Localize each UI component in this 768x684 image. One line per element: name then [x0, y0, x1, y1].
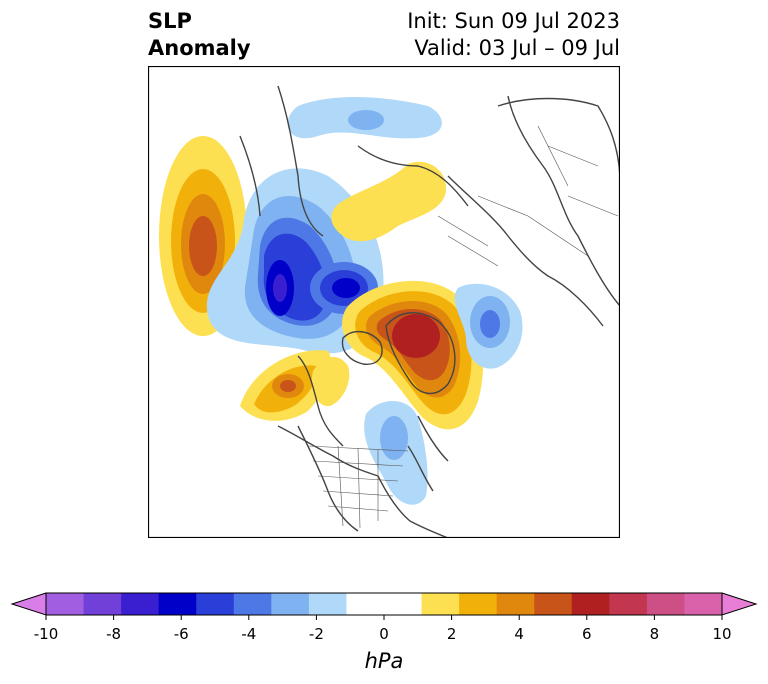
colorbar-bin: [646, 593, 685, 615]
positive-alaska-gulf: [240, 350, 350, 421]
colorbar-extend-high: [721, 592, 758, 616]
colorbar-tick-label: 10: [712, 625, 731, 643]
negative-north-atlantic: [454, 283, 523, 369]
colorbar-tick-label: 6: [582, 625, 592, 643]
init-date: Init: Sun 09 Jul 2023: [407, 9, 620, 33]
colorbar-ticks: -10 -8 -6 -4 -2 0 2 4 6 8 10: [34, 615, 732, 643]
colorbar-tick-label: -6: [174, 625, 189, 643]
anomaly-fields: [159, 85, 620, 538]
colorbar-bin: [83, 593, 122, 615]
negative-arctic-top: [287, 97, 442, 139]
map-frame: [148, 66, 620, 538]
negative-eastern-us: [364, 400, 428, 505]
title-slp: SLP: [148, 9, 192, 33]
coastlines: [239, 85, 620, 538]
colorbar-bin: [196, 593, 235, 615]
colorbar-bin: [459, 593, 498, 615]
map-title: SLP Anomaly: [148, 8, 251, 62]
colorbar-tick-label: 0: [379, 625, 389, 643]
colorbar-bin: [121, 593, 160, 615]
colorbar-bin: [609, 593, 648, 615]
colorbar-tick-label: 8: [650, 625, 660, 643]
colorbar-extend-low: [10, 592, 47, 616]
map-dates: Init: Sun 09 Jul 2023 Valid: 03 Jul – 09…: [407, 8, 620, 62]
colorbar-bin: [46, 593, 85, 615]
colorbar-tick-label: 4: [514, 625, 524, 643]
colorbar-bin: [684, 593, 723, 615]
colorbar-tick-label: -8: [106, 625, 121, 643]
positive-scandinavia: [331, 161, 447, 242]
colorbar-bin: [158, 593, 197, 615]
colorbar-bin: [571, 593, 610, 615]
colorbar-bins: [46, 593, 723, 615]
colorbar-bin: [308, 593, 347, 615]
colorbar-bin: [496, 593, 535, 615]
title-anomaly: Anomaly: [148, 36, 251, 60]
colorbar-unit: hPa: [365, 649, 404, 673]
colorbar-tick-label: -2: [309, 625, 324, 643]
colorbar-bin: [421, 593, 460, 615]
colorbar-tick-label: -4: [241, 625, 256, 643]
polar-map: [148, 66, 620, 538]
positive-greenland: [342, 280, 483, 430]
colorbar-tick-label: -10: [34, 625, 59, 643]
colorbar-tick-label: 2: [447, 625, 457, 643]
internal-borders: [307, 125, 619, 529]
colorbar-bin: [346, 593, 385, 615]
valid-range: Valid: 03 Jul – 09 Jul: [414, 36, 620, 60]
colorbar-bin: [384, 593, 423, 615]
colorbar-bin: [534, 593, 573, 615]
colorbar-bin: [233, 593, 272, 615]
colorbar: -10 -8 -6 -4 -2 0 2 4 6 8 10 hPa: [10, 592, 758, 673]
colorbar-bin: [271, 593, 310, 615]
